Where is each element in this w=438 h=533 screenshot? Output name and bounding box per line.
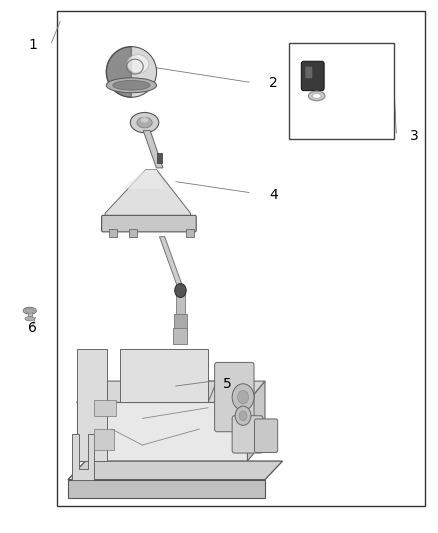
Ellipse shape — [127, 55, 149, 73]
Polygon shape — [121, 169, 165, 189]
Ellipse shape — [137, 117, 152, 128]
Polygon shape — [106, 47, 131, 97]
Ellipse shape — [25, 308, 35, 313]
Bar — [94, 429, 114, 450]
Ellipse shape — [312, 94, 321, 99]
Polygon shape — [77, 381, 265, 402]
FancyBboxPatch shape — [301, 61, 324, 91]
Text: 4: 4 — [269, 188, 278, 201]
Polygon shape — [77, 402, 247, 461]
Bar — [289, 43, 394, 139]
Ellipse shape — [106, 47, 157, 97]
Polygon shape — [120, 349, 208, 402]
Polygon shape — [143, 131, 163, 168]
Polygon shape — [159, 237, 183, 288]
Circle shape — [237, 390, 248, 404]
Bar — [174, 314, 187, 330]
Circle shape — [235, 406, 251, 425]
Bar — [109, 229, 117, 237]
Polygon shape — [247, 381, 265, 461]
Ellipse shape — [23, 307, 36, 314]
FancyBboxPatch shape — [215, 362, 254, 432]
Polygon shape — [68, 480, 265, 498]
Text: 1: 1 — [28, 38, 37, 52]
Circle shape — [239, 411, 247, 421]
Text: 6: 6 — [28, 321, 37, 335]
Ellipse shape — [25, 317, 35, 321]
Circle shape — [232, 384, 254, 410]
Bar — [94, 400, 116, 416]
Bar — [57, 11, 425, 506]
Bar — [176, 290, 185, 317]
Ellipse shape — [141, 117, 148, 123]
Bar — [129, 229, 137, 237]
Bar — [157, 153, 162, 163]
Polygon shape — [77, 349, 107, 461]
Text: 3: 3 — [410, 129, 418, 143]
Ellipse shape — [113, 80, 150, 90]
Polygon shape — [68, 461, 283, 480]
Bar — [173, 328, 187, 344]
Circle shape — [175, 284, 186, 297]
Ellipse shape — [131, 112, 159, 133]
Bar — [186, 229, 194, 237]
FancyBboxPatch shape — [305, 67, 312, 78]
Ellipse shape — [308, 91, 325, 101]
Ellipse shape — [106, 78, 157, 93]
FancyBboxPatch shape — [232, 416, 263, 453]
FancyBboxPatch shape — [254, 419, 278, 453]
Text: 2: 2 — [269, 76, 278, 90]
Text: 5: 5 — [223, 377, 232, 391]
Polygon shape — [72, 434, 94, 480]
Polygon shape — [120, 381, 217, 402]
Polygon shape — [105, 169, 191, 219]
Bar — [28, 310, 32, 318]
FancyBboxPatch shape — [102, 215, 196, 232]
